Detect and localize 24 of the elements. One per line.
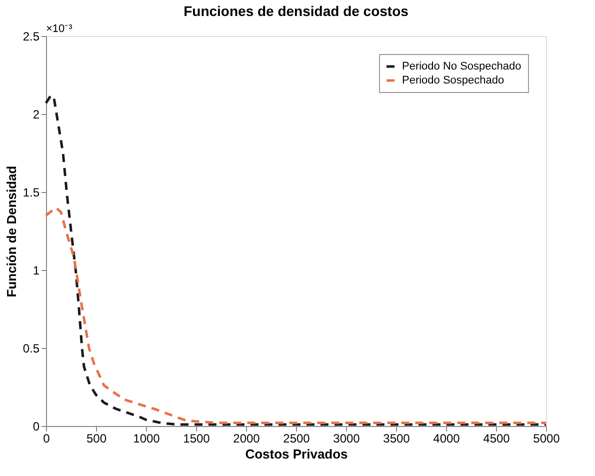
legend-label: Periodo No Sospechado: [402, 60, 522, 72]
x-tick-label: 4000: [433, 432, 460, 446]
y-tick-label: 1.5: [22, 186, 40, 200]
y-tick-label: 0: [32, 420, 40, 434]
y-tick-label: 2.5: [22, 30, 40, 44]
text: ×10⁻³: [46, 23, 73, 35]
x-axis-title: Costos Privados: [245, 446, 348, 462]
x-tick-label: 2500: [283, 432, 310, 446]
y-tick-label: 1: [32, 264, 40, 278]
x-tick-label: 2000: [233, 432, 260, 446]
x-tick-label: 3000: [333, 432, 360, 446]
x-tick-label: 3500: [383, 432, 410, 446]
legend-label: Periodo Sospechado: [402, 74, 504, 86]
x-tick-label: 5000: [533, 432, 560, 446]
chart-title: Funciones de densidad de costos: [184, 3, 409, 19]
x-tick-label: 4500: [483, 432, 510, 446]
x-tick-label: 500: [86, 432, 107, 446]
x-tick-label: 0: [43, 432, 50, 446]
y-axis-title: Función de Densidad: [4, 166, 19, 298]
y-tick-label: 0.5: [22, 342, 40, 356]
x-tick-label: 1500: [183, 432, 210, 446]
line-series: [44, 206, 548, 424]
x-tick-label: 1000: [133, 432, 160, 446]
y-tick-label: 2: [32, 108, 40, 122]
